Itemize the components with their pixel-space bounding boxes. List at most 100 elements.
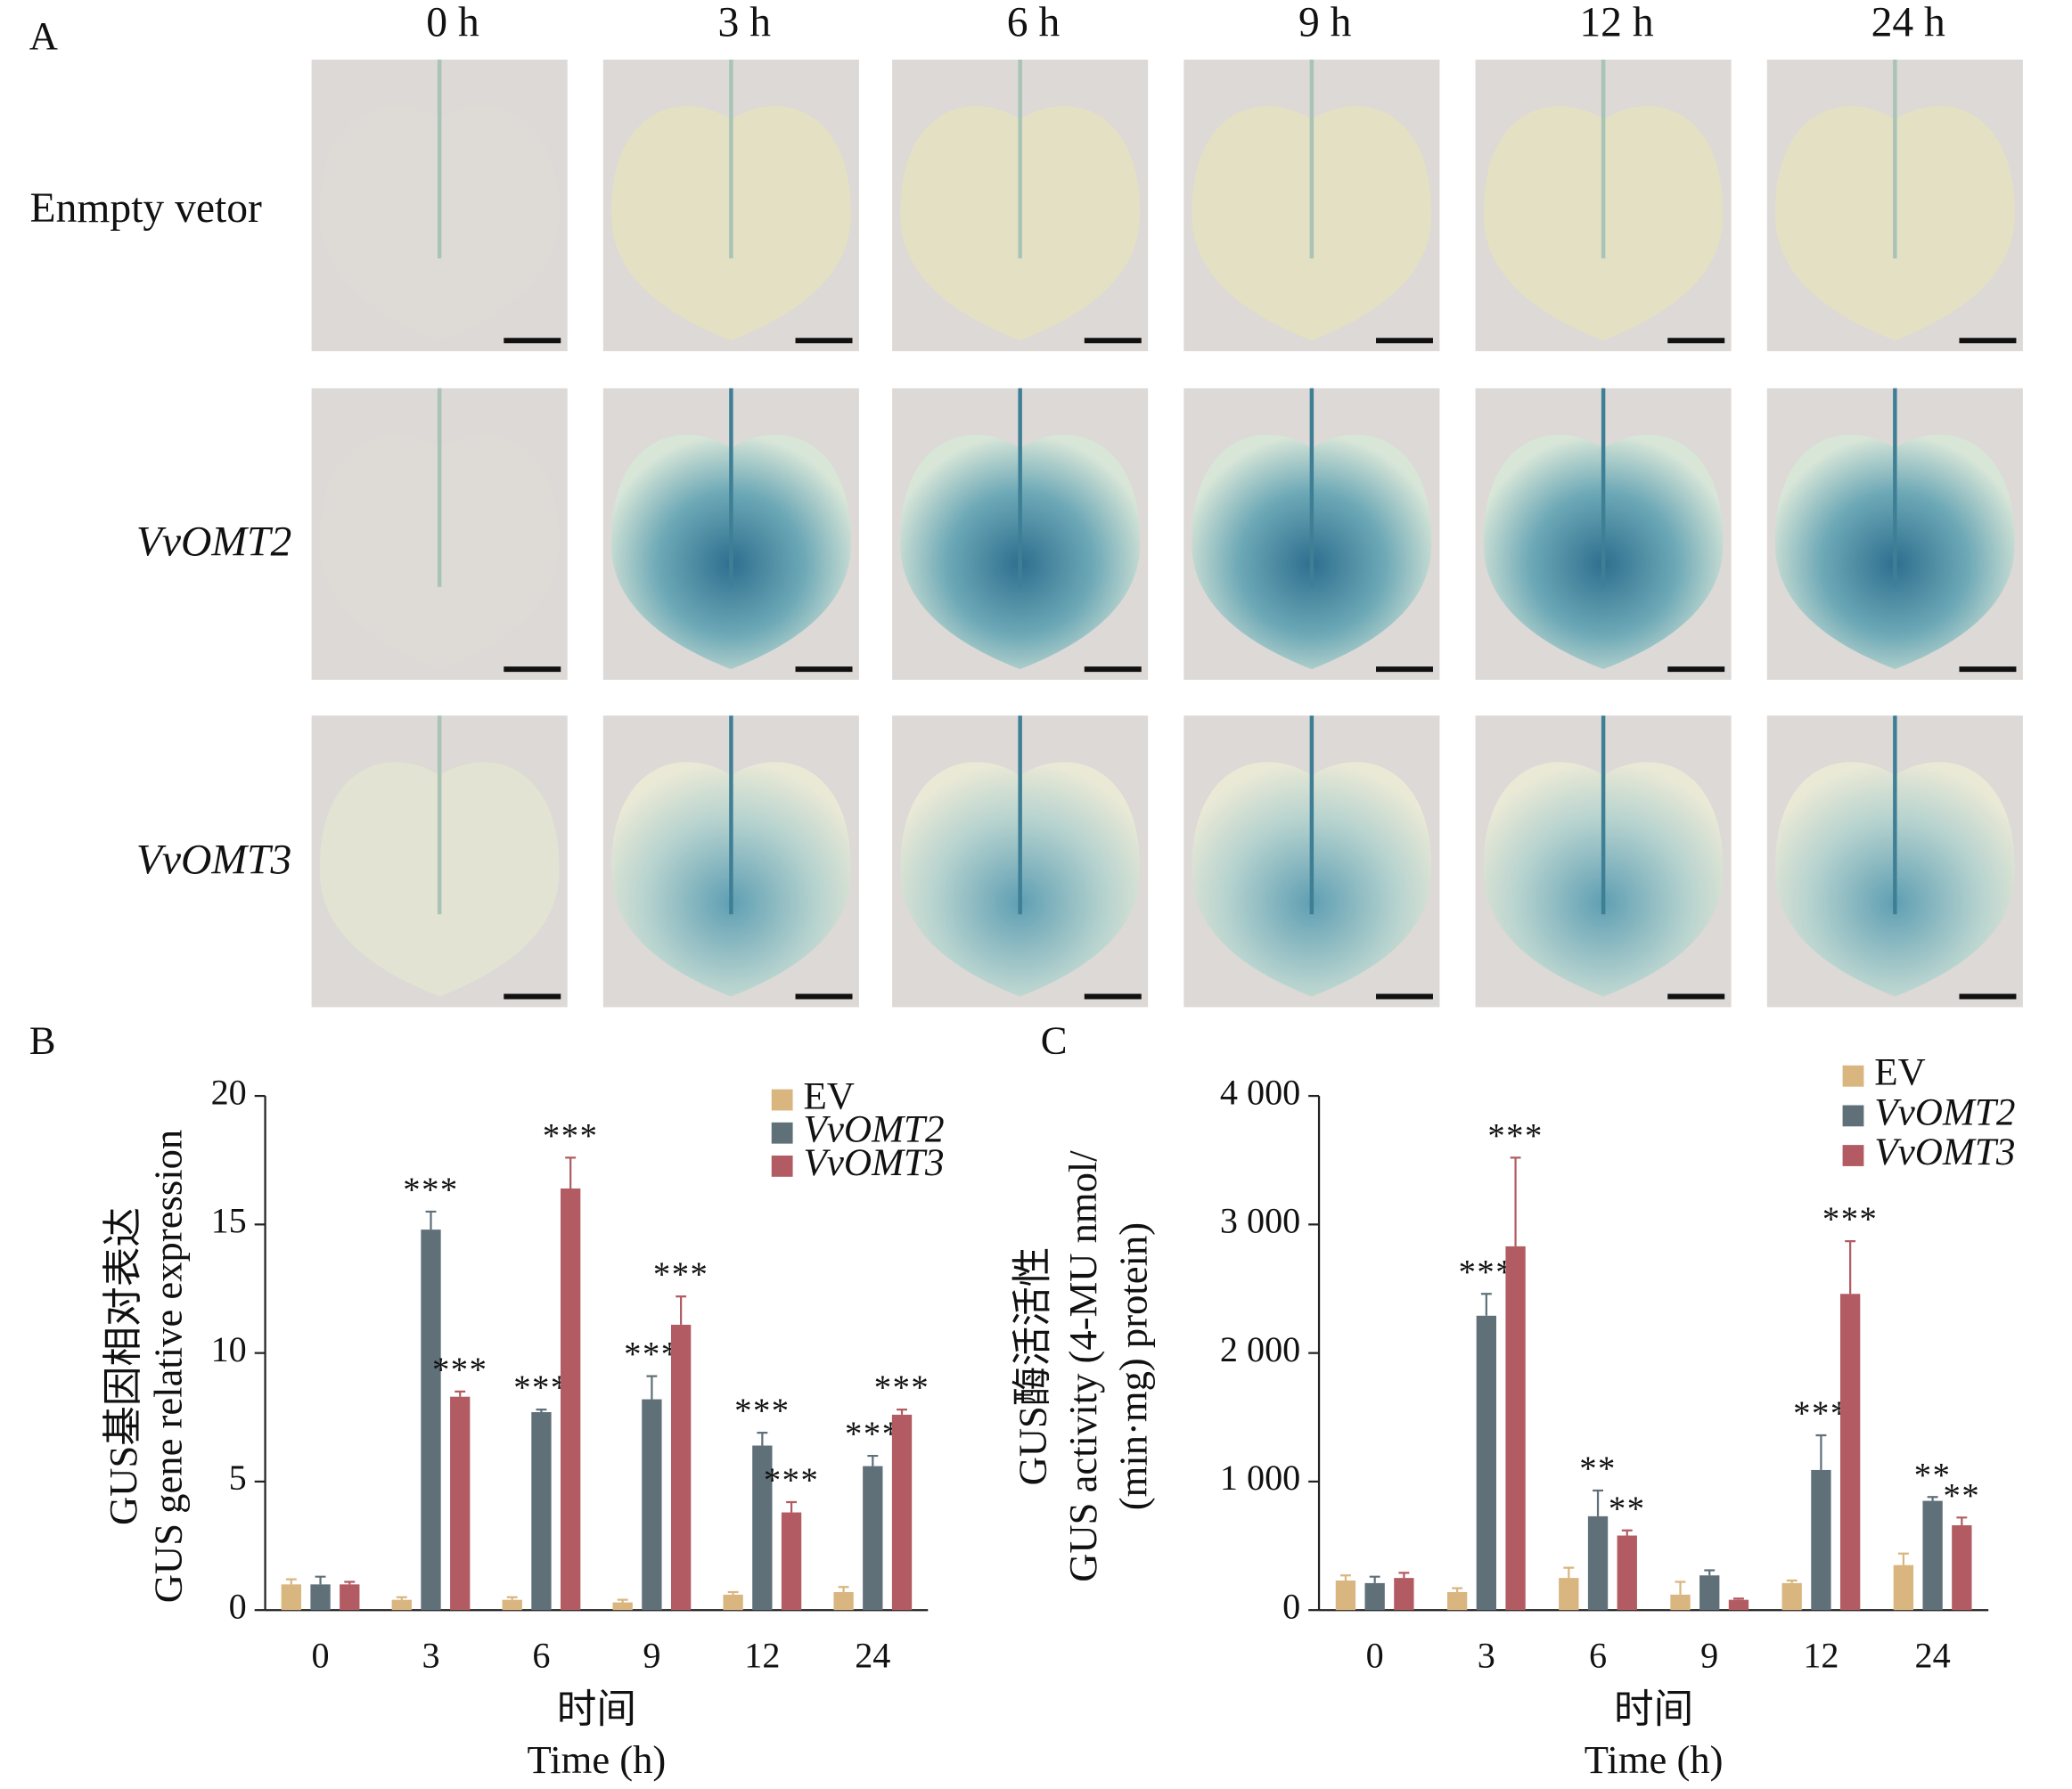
x-tick-label: 12 [1803,1635,1839,1675]
bar [1476,1315,1497,1611]
bar [1505,1246,1526,1611]
significance-label: ** [1609,1491,1646,1528]
legend-swatch [1842,1065,1864,1087]
y-axis-title: GUS酶活活性 [1010,1247,1054,1486]
x-tick-label: 6 [1589,1635,1607,1675]
significance-label: ** [1579,1450,1617,1488]
x-tick-label: 0 [1366,1635,1384,1675]
y-tick-label: 2 000 [1220,1329,1300,1369]
y-tick-label: 4 000 [1220,1072,1300,1112]
error-bar [455,1390,466,1397]
x-tick-label: 12 [744,1635,780,1675]
bar [1446,1592,1468,1611]
error-bar [1339,1574,1351,1581]
panel-label: B [29,1017,56,1062]
y-tick-label: 0 [229,1586,247,1626]
x-tick-label: 6 [532,1635,550,1675]
error-bar [727,1590,739,1595]
bar [310,1584,331,1611]
bar [1335,1581,1356,1611]
panel-label: C [1041,1017,1068,1062]
y-axis-title: (min·mg) protein) [1111,1222,1156,1510]
bar [642,1399,662,1611]
bar [1699,1575,1720,1611]
error-bar [1956,1516,1968,1525]
column-label: 6 h [1007,0,1061,46]
error-bar [786,1500,798,1513]
x-axis-title: Time (h) [528,1737,667,1782]
error-bar [425,1210,437,1230]
bar [531,1412,552,1611]
bar [1952,1524,1972,1611]
y-tick-label: 15 [211,1201,247,1241]
error-bar [646,1375,658,1400]
error-bar [396,1596,407,1600]
bar [723,1594,743,1611]
column-label: 9 h [1298,0,1352,46]
bar [340,1584,360,1611]
bar [1922,1500,1943,1611]
x-tick-label: 3 [1478,1635,1495,1675]
error-bar [565,1156,577,1189]
bar [670,1324,692,1611]
error-bar [344,1581,356,1585]
error-bar [315,1575,326,1585]
significance-label: *** [1793,1395,1848,1433]
x-tick-label: 9 [1700,1635,1718,1675]
significance-label: *** [1487,1117,1543,1155]
legend-label: EV [1874,1052,1926,1094]
column-label: 12 h [1579,0,1653,46]
bar [1394,1578,1414,1611]
legend-swatch [1842,1145,1864,1166]
error-bar [1398,1572,1410,1579]
y-tick-label: 20 [211,1072,247,1112]
bar [612,1602,633,1611]
x-tick-label: 0 [312,1635,330,1675]
bar [1559,1578,1579,1611]
significance-label: *** [624,1336,679,1374]
bar [421,1229,441,1611]
x-tick-label: 24 [855,1635,890,1675]
error-bar [867,1454,879,1466]
bar [1893,1564,1914,1611]
bar [891,1414,913,1611]
bar [391,1599,412,1611]
error-bar [1621,1529,1633,1536]
bar [863,1466,883,1611]
bar [1670,1594,1691,1611]
error-bar [1897,1552,1909,1565]
error-bar [1732,1597,1744,1600]
significance-label: *** [1459,1254,1514,1291]
y-axis-title: GUS activity (4-MU nmol/ [1061,1150,1105,1582]
x-tick-label: 3 [422,1635,439,1675]
y-tick-label: 5 [229,1458,247,1498]
bar [1617,1535,1637,1611]
x-axis-title: 时间 [557,1687,636,1731]
error-bar [506,1596,518,1600]
error-bar [1452,1587,1463,1593]
legend-swatch [1842,1105,1864,1127]
error-bar [1704,1569,1716,1576]
error-bar [1510,1156,1521,1246]
significance-label: *** [734,1393,790,1430]
error-bar [1369,1575,1380,1583]
row-label: VvOMT2 [136,519,291,566]
bar [502,1599,522,1611]
column-label: 3 h [718,0,772,46]
error-bar [1786,1579,1798,1583]
error-bar [617,1598,628,1603]
significance-label: *** [845,1416,900,1453]
error-bar [897,1409,907,1415]
y-tick-label: 1 000 [1220,1458,1300,1498]
error-bar [1815,1434,1827,1470]
bar [1781,1582,1802,1611]
error-bar [1563,1566,1575,1579]
legend-label: VvOMT3 [803,1142,944,1184]
error-bar [757,1431,768,1446]
significance-label: ** [1914,1457,1952,1494]
y-tick-label: 3 000 [1220,1201,1300,1241]
bar [1839,1294,1861,1611]
bar [1728,1599,1749,1611]
legend-label: VvOMT2 [803,1109,944,1151]
